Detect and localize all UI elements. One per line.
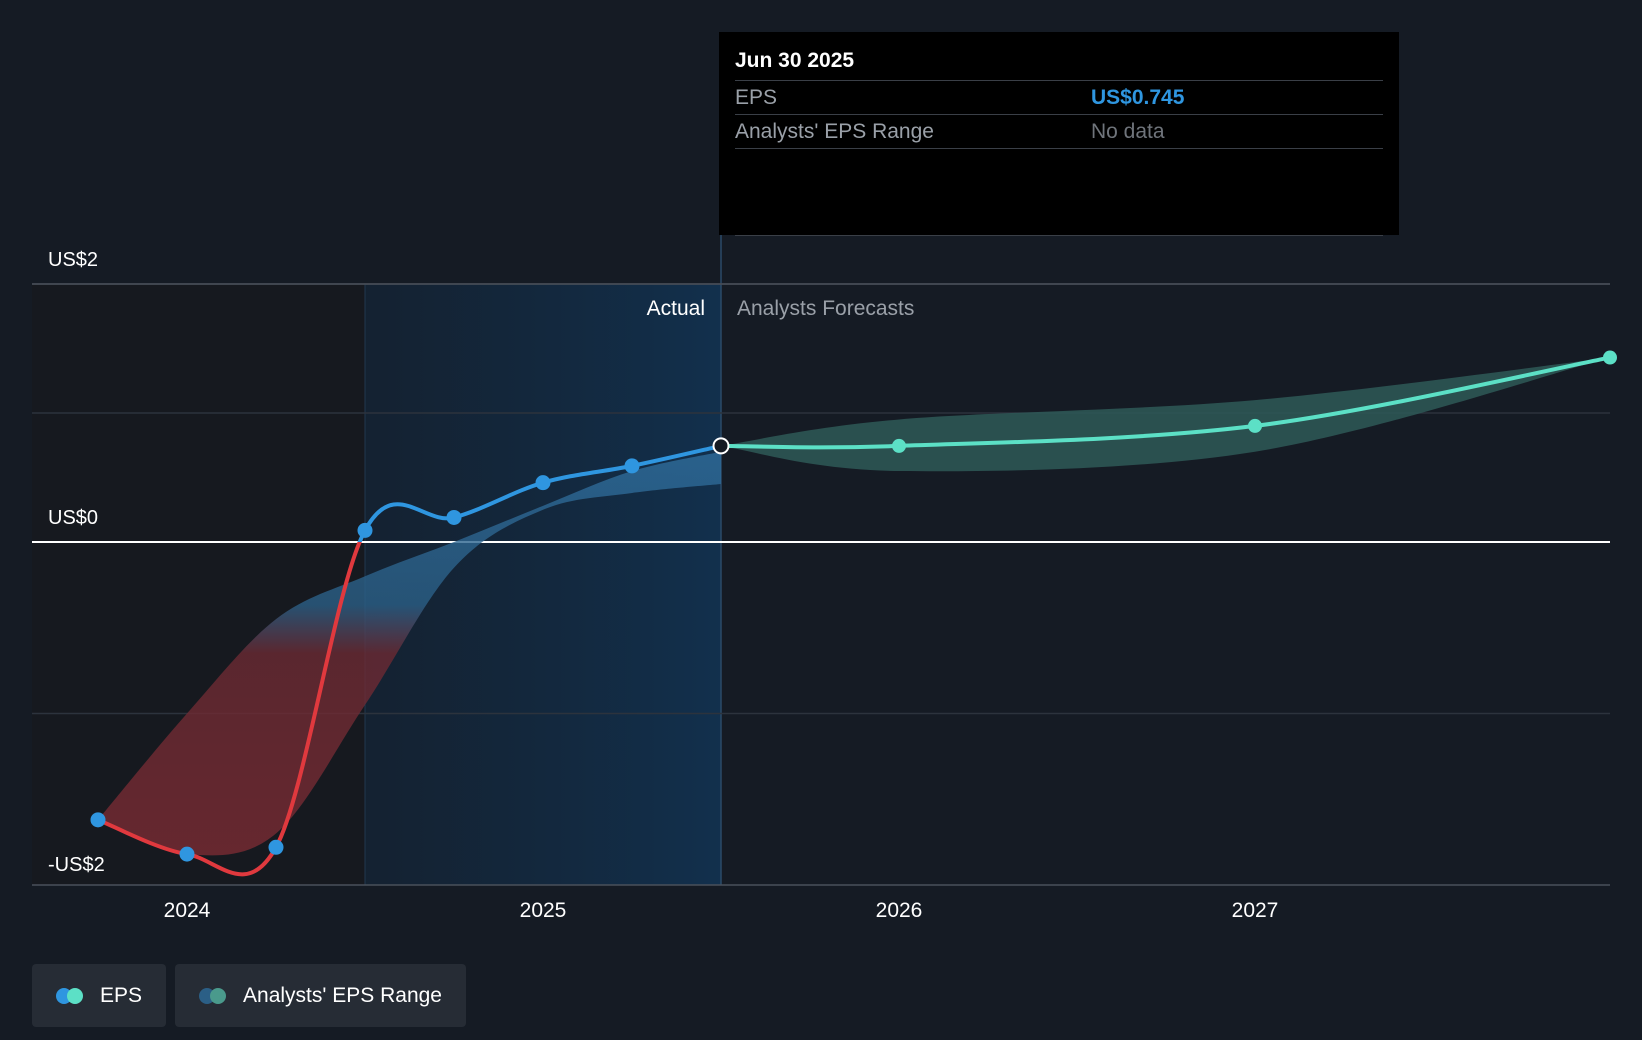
tooltip-row-range: Analysts' EPS Range No data [735,115,1383,149]
eps-forecast-point[interactable] [1603,350,1617,365]
y-tick-label: US$2 [48,249,98,271]
legend-item-eps-range[interactable]: Analysts' EPS Range [175,964,466,1027]
eps-point-highlighted[interactable] [712,437,730,455]
tooltip-date: Jun 30 2025 [735,46,1383,81]
legend-item-eps[interactable]: EPS [32,964,167,1027]
legend-eps-swatch-icon [56,987,86,1004]
eps-forecast-point[interactable] [892,438,906,453]
eps-line-positive [357,443,722,542]
eps-point[interactable] [90,812,106,828]
tooltip: Jun 30 2025 EPS US$0.745 Analysts' EPS R… [719,32,1399,236]
x-tick-label: 2026 [876,899,923,922]
x-tick-label: 2025 [520,899,567,922]
historical-eps-range-band [98,451,721,856]
actual-label: Actual [647,297,705,320]
forecast-eps-range-band [721,357,1610,472]
tooltip-spacer [735,149,1383,236]
eps-point[interactable] [357,522,373,538]
x-tick-label: 2024 [164,899,211,922]
eps-point[interactable] [179,846,195,862]
eps-line-negative [97,542,362,877]
tooltip-range-key: Analysts' EPS Range [735,120,934,143]
legend-eps-label: EPS [100,983,143,1007]
x-tick-label: 2027 [1232,899,1279,922]
tooltip-eps-key: EPS [735,86,778,109]
eps-forecast-line [720,355,1611,450]
legend-range-swatch-icon [199,987,229,1004]
eps-forecast-point[interactable] [1248,418,1262,433]
forecast-label: Analysts Forecasts [737,297,914,320]
tooltip-eps-value: US$0.745 [1091,86,1185,109]
legend: EPS Analysts' EPS Range [32,964,466,1027]
y-tick-label: -US$2 [48,854,105,876]
legend-range-label: Analysts' EPS Range [243,983,442,1007]
eps-point[interactable] [268,839,284,855]
eps-point[interactable] [624,458,640,474]
y-tick-label: US$0 [48,507,98,529]
eps-point[interactable] [446,509,462,525]
tooltip-range-value: No data [1091,120,1165,143]
tooltip-row-eps: EPS US$0.745 [735,81,1383,115]
eps-point[interactable] [535,475,551,491]
